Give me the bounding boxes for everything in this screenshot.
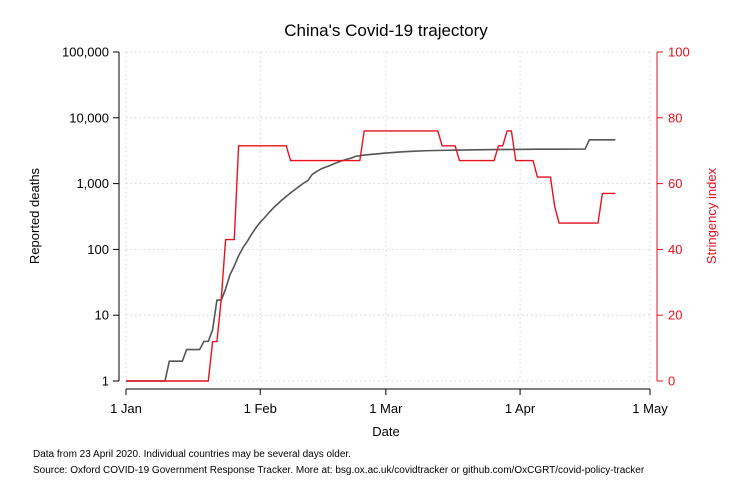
x-tick-label: 1 Feb	[244, 401, 277, 416]
y2-tick-label: 60	[668, 176, 682, 191]
y-tick-label: 100	[87, 242, 109, 257]
y2-tick-label: 0	[668, 374, 675, 389]
y2-axis-label: Stringency index	[704, 167, 719, 264]
deaths-series-line	[126, 138, 616, 382]
y-tick-label: 10,000	[69, 110, 109, 125]
x-tick-label: 1 Apr	[505, 401, 536, 416]
y2-tick-label: 40	[668, 242, 682, 257]
x-tick-label: 1 Mar	[369, 401, 403, 416]
series	[126, 130, 616, 382]
chart-title: China's Covid-19 trajectory	[284, 21, 488, 40]
y-tick-label: 10	[95, 308, 109, 323]
grid	[125, 51, 651, 382]
footnote-source: Source: Oxford COVID-19 Government Respo…	[33, 465, 645, 476]
y2-tick-label: 100	[668, 45, 690, 60]
y-axis-label: Reported deaths	[27, 167, 42, 264]
x-axis-label: Date	[372, 424, 399, 439]
y2-tick-label: 80	[668, 110, 682, 125]
y2-tick-label: 20	[668, 308, 682, 323]
x-tick-label: 1 Jan	[110, 401, 142, 416]
stringency-series-line	[126, 130, 616, 382]
y-tick-label: 1,000	[76, 176, 109, 191]
y-tick-label: 1	[102, 374, 109, 389]
y-tick-label: 100,000	[62, 45, 109, 60]
footnote-data-date: Data from 23 April 2020. Individual coun…	[33, 449, 351, 460]
axes: 1 10 100 1,000 10,000 100,000 0 20 40 60 80 100 1 Ja…	[62, 45, 690, 417]
x-tick-label: 1 May	[632, 401, 668, 416]
